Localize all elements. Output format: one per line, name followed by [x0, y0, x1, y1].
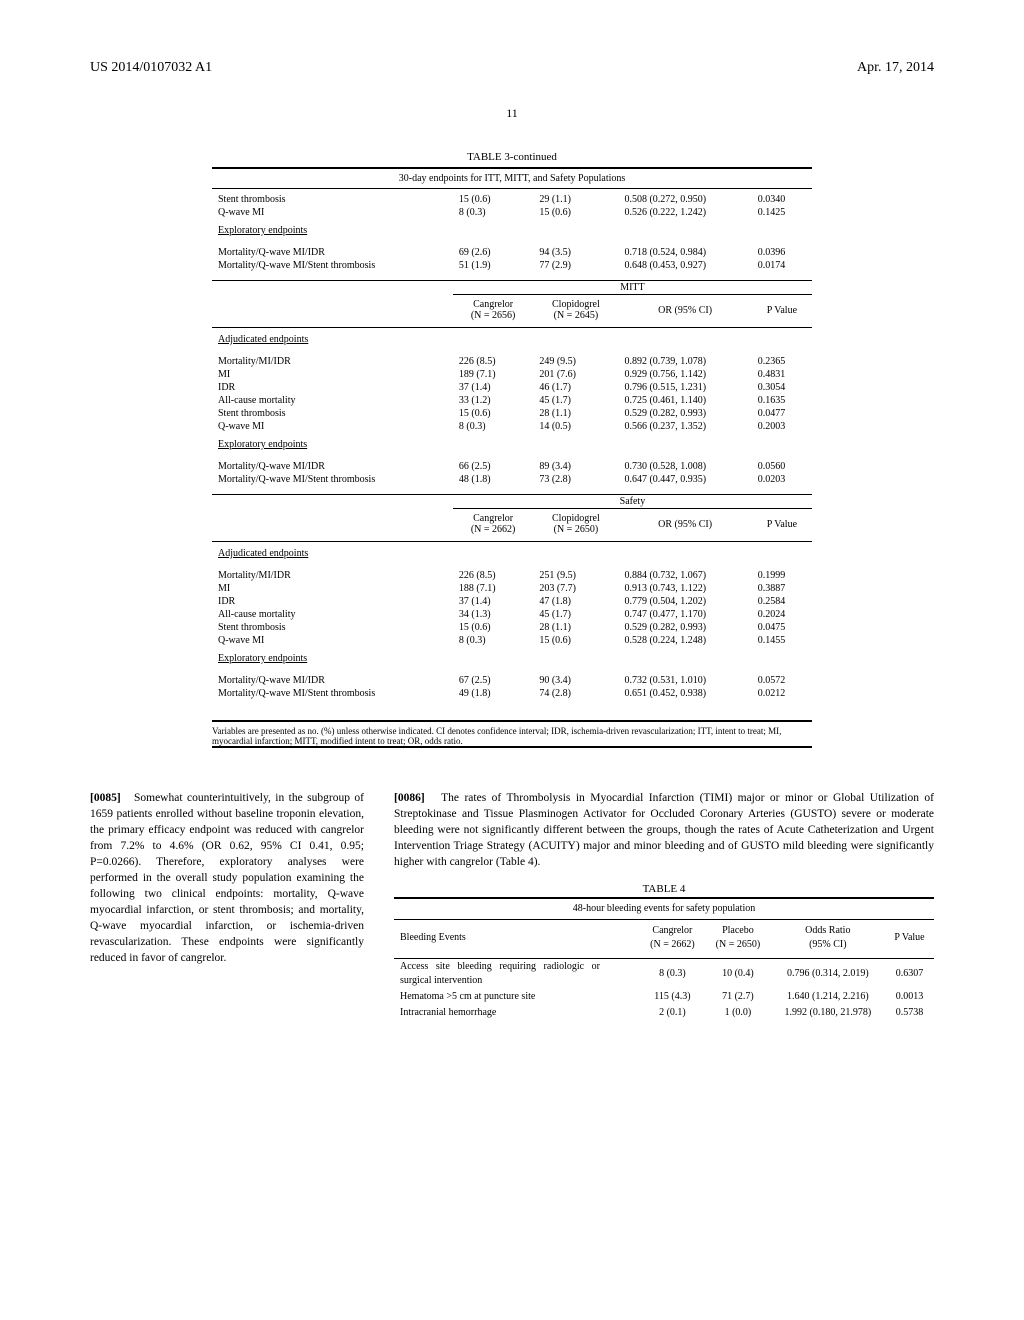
table-4-title: TABLE 4 — [394, 882, 934, 897]
left-column: [0085] Somewhat counterintuitively, in t… — [90, 778, 364, 1021]
publication-number: US 2014/0107032 A1 — [90, 60, 212, 76]
group-header-row: MITT — [212, 281, 812, 295]
table-3-body: Stent thrombosis15 (0.6)29 (1.1)0.508 (0… — [212, 193, 812, 700]
para-num-0085: [0085] — [90, 792, 121, 804]
table-section: Exploratory endpoints — [212, 219, 812, 238]
body-columns: [0085] Somewhat counterintuitively, in t… — [90, 778, 934, 1021]
t4-col-odds: Odds Ratio(95% CI) — [771, 920, 885, 956]
table-4: TABLE 4 48-hour bleeding events for safe… — [394, 882, 934, 1021]
table-row: Q-wave MI8 (0.3)15 (0.6)0.528 (0.224, 1.… — [212, 634, 812, 647]
table-section: Exploratory endpoints — [212, 433, 812, 452]
table-row: MI189 (7.1)201 (7.6)0.929 (0.756, 1.142)… — [212, 368, 812, 381]
table-row: IDR37 (1.4)47 (1.8)0.779 (0.504, 1.202)0… — [212, 595, 812, 608]
t4-col-events: Bleeding Events — [394, 920, 640, 956]
table-row: Q-wave MI8 (0.3)15 (0.6)0.526 (0.222, 1.… — [212, 206, 812, 219]
t4-col-cangrelor: Cangrelor(N = 2662) — [640, 920, 706, 956]
table-row: Mortality/Q-wave MI/Stent thrombosis51 (… — [212, 259, 812, 272]
table-row: Hematoma >5 cm at puncture site115 (4.3)… — [394, 989, 934, 1005]
table-row: All-cause mortality33 (1.2)45 (1.7)0.725… — [212, 394, 812, 407]
para-text-0086: The rates of Thrombolysis in Myocardial … — [394, 792, 934, 868]
table-row: IDR37 (1.4)46 (1.7)0.796 (0.515, 1.231)0… — [212, 381, 812, 394]
table-row: Q-wave MI8 (0.3)14 (0.5)0.566 (0.237, 1.… — [212, 420, 812, 433]
table-row: Mortality/Q-wave MI/IDR67 (2.5)90 (3.4)0… — [212, 674, 812, 687]
t4-col-pvalue: P Value — [885, 920, 934, 956]
table-3-caption: 30-day endpoints for ITT, MITT, and Safe… — [212, 167, 812, 189]
table-section: Exploratory endpoints — [212, 647, 812, 666]
column-headers: Cangrelor(N = 2662)Clopidogrel(N = 2650)… — [212, 509, 812, 540]
paragraph-0086: [0086] The rates of Thrombolysis in Myoc… — [394, 790, 934, 870]
table-row: Stent thrombosis15 (0.6)28 (1.1)0.529 (0… — [212, 407, 812, 420]
table-row: Access site bleeding requiring radiologi… — [394, 959, 934, 990]
table-row: MI188 (7.1)203 (7.7)0.913 (0.743, 1.122)… — [212, 582, 812, 595]
table-row: Mortality/MI/IDR226 (8.5)249 (9.5)0.892 … — [212, 355, 812, 368]
table-row: Mortality/Q-wave MI/Stent thrombosis48 (… — [212, 473, 812, 486]
table-3-footnote: Variables are presented as no. (%) unles… — [212, 720, 812, 748]
table-row: Mortality/Q-wave MI/Stent thrombosis49 (… — [212, 687, 812, 700]
table-row: Stent thrombosis15 (0.6)29 (1.1)0.508 (0… — [212, 193, 812, 206]
table-4-caption: 48-hour bleeding events for safety popul… — [394, 897, 934, 920]
table-section: Adjudicated endpoints — [212, 328, 812, 348]
table-row: Intracranial hemorrhage2 (0.1)1 (0.0)1.9… — [394, 1005, 934, 1021]
table-section: Adjudicated endpoints — [212, 542, 812, 562]
table-row: Mortality/Q-wave MI/IDR66 (2.5)89 (3.4)0… — [212, 460, 812, 473]
table-4-body: Bleeding Events Cangrelor(N = 2662) Plac… — [394, 920, 934, 1021]
table-3-title: TABLE 3-continued — [212, 151, 812, 163]
table-3: TABLE 3-continued 30-day endpoints for I… — [212, 151, 812, 700]
right-column: [0086] The rates of Thrombolysis in Myoc… — [394, 778, 934, 1021]
page-header: US 2014/0107032 A1 Apr. 17, 2014 — [90, 60, 934, 76]
table-row: All-cause mortality34 (1.3)45 (1.7)0.747… — [212, 608, 812, 621]
publication-date: Apr. 17, 2014 — [857, 60, 934, 76]
table-row: Mortality/MI/IDR226 (8.5)251 (9.5)0.884 … — [212, 569, 812, 582]
t4-col-placebo: Placebo(N = 2650) — [705, 920, 771, 956]
table-row: Mortality/Q-wave MI/IDR69 (2.6)94 (3.5)0… — [212, 246, 812, 259]
table-row: Stent thrombosis15 (0.6)28 (1.1)0.529 (0… — [212, 621, 812, 634]
para-text-0085: Somewhat counterintuitively, in the subg… — [90, 792, 364, 965]
group-header-row: Safety — [212, 495, 812, 509]
column-headers: Cangrelor(N = 2656)Clopidogrel(N = 2645)… — [212, 295, 812, 326]
page-number: 11 — [90, 106, 934, 121]
para-num-0086: [0086] — [394, 792, 425, 804]
paragraph-0085: [0085] Somewhat counterintuitively, in t… — [90, 790, 364, 967]
